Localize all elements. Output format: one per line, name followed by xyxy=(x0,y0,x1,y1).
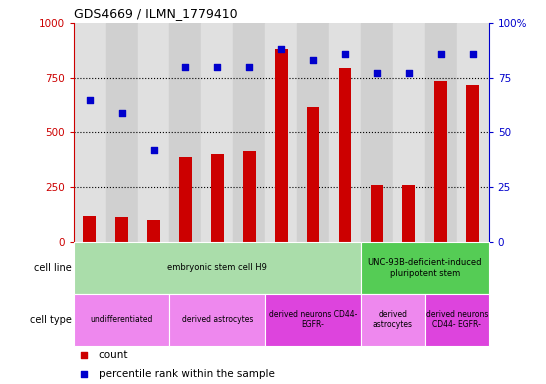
Text: count: count xyxy=(99,350,128,360)
Bar xyxy=(457,23,489,242)
Bar xyxy=(201,23,233,242)
Bar xyxy=(435,81,447,242)
Bar xyxy=(169,294,265,346)
Bar xyxy=(402,185,416,242)
Point xyxy=(117,110,126,116)
Point xyxy=(405,70,413,76)
Point xyxy=(341,51,349,57)
Bar xyxy=(138,23,169,242)
Bar xyxy=(425,23,457,242)
Point xyxy=(277,46,286,52)
Text: derived neurons
CD44- EGFR-: derived neurons CD44- EGFR- xyxy=(425,310,488,329)
Point xyxy=(468,51,477,57)
Bar xyxy=(74,294,169,346)
Bar xyxy=(307,107,319,242)
Text: GDS4669 / ILMN_1779410: GDS4669 / ILMN_1779410 xyxy=(74,7,238,20)
Text: embryonic stem cell H9: embryonic stem cell H9 xyxy=(168,263,268,272)
Bar xyxy=(233,23,265,242)
Bar xyxy=(425,294,489,346)
Point xyxy=(213,64,222,70)
Bar xyxy=(361,294,425,346)
Point xyxy=(436,51,445,57)
Bar xyxy=(147,220,160,242)
Text: cell type: cell type xyxy=(30,314,72,325)
Bar xyxy=(115,217,128,242)
Point xyxy=(308,57,317,63)
Point xyxy=(85,97,94,103)
Bar xyxy=(297,23,329,242)
Bar xyxy=(105,23,138,242)
Point xyxy=(80,352,88,358)
Text: derived
astrocytes: derived astrocytes xyxy=(373,310,413,329)
Bar xyxy=(243,151,256,242)
Bar xyxy=(74,242,361,294)
Bar xyxy=(74,23,105,242)
Bar xyxy=(265,23,297,242)
Text: UNC-93B-deficient-induced
pluripotent stem: UNC-93B-deficient-induced pluripotent st… xyxy=(367,258,482,278)
Text: undifferentiated: undifferentiated xyxy=(91,315,153,324)
Bar xyxy=(211,154,224,242)
Point xyxy=(80,371,88,377)
Text: percentile rank within the sample: percentile rank within the sample xyxy=(99,369,275,379)
Point xyxy=(181,64,190,70)
Bar xyxy=(361,23,393,242)
Bar xyxy=(339,68,352,242)
Text: cell line: cell line xyxy=(34,263,72,273)
Bar xyxy=(361,242,489,294)
Bar xyxy=(466,85,479,242)
Text: derived neurons CD44-
EGFR-: derived neurons CD44- EGFR- xyxy=(269,310,357,329)
Bar xyxy=(393,23,425,242)
Point xyxy=(149,147,158,153)
Point xyxy=(245,64,254,70)
Bar xyxy=(265,294,361,346)
Bar xyxy=(179,157,192,242)
Text: derived astrocytes: derived astrocytes xyxy=(182,315,253,324)
Bar xyxy=(329,23,361,242)
Point xyxy=(372,70,381,76)
Bar xyxy=(371,185,383,242)
Bar xyxy=(84,216,96,242)
Bar xyxy=(169,23,201,242)
Bar xyxy=(275,49,288,242)
